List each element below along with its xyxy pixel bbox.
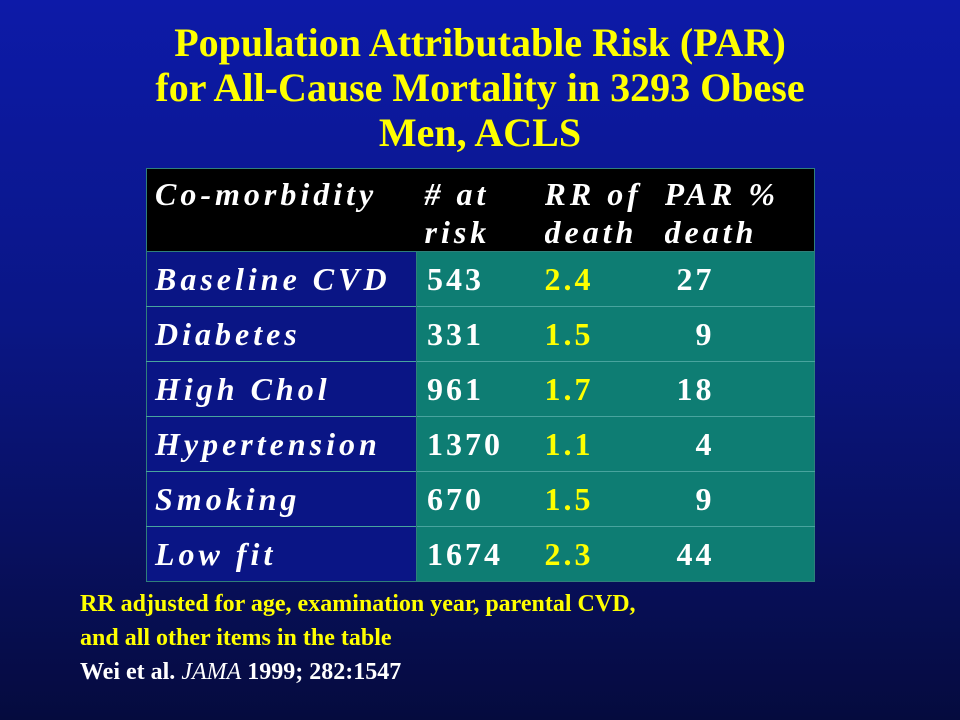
par-value: 9	[695, 315, 715, 352]
par-value: 27	[676, 260, 715, 297]
rr-value: 1.7	[544, 361, 665, 417]
footnote: RR adjusted for age, examination year, p…	[80, 587, 900, 689]
at-risk-value: 543	[416, 251, 545, 307]
table-row: Smoking 670 1.5 9	[146, 471, 815, 527]
rr-value: 2.3	[544, 526, 665, 582]
par-cell: 4	[664, 416, 815, 472]
par-table: Co-morbidity # at risk RR of death PAR %…	[146, 168, 815, 582]
header-rr-of-death: RR of death	[544, 168, 665, 252]
par-value: 9	[695, 480, 715, 517]
rr-value: 2.4	[544, 251, 665, 307]
citation-author: Wei et al.	[80, 659, 182, 685]
row-label: Low fit	[146, 526, 417, 582]
header-comorbidity: Co-morbidity	[146, 168, 417, 252]
row-label: Diabetes	[146, 306, 417, 362]
par-cell: 27	[664, 251, 815, 307]
par-cell: 44	[664, 526, 815, 582]
footnote-line-1: RR adjusted for age, examination year, p…	[80, 591, 636, 617]
at-risk-value: 331	[416, 306, 545, 362]
at-risk-value: 670	[416, 471, 545, 527]
table-row: Hypertension 1370 1.1 4	[146, 416, 815, 472]
title-line-3: Men, ACLS	[378, 110, 582, 155]
table-row: Low fit 1674 2.3 44	[146, 526, 815, 582]
header-at-risk: # at risk	[416, 168, 545, 252]
row-label: Smoking	[146, 471, 417, 527]
row-label: Hypertension	[146, 416, 417, 472]
title-line-2: for All-Cause Mortality in 3293 Obese	[155, 65, 805, 110]
par-cell: 9	[664, 306, 815, 362]
citation-journal: JAMA	[181, 659, 242, 685]
citation-details: 1999; 282:1547	[241, 659, 402, 685]
at-risk-value: 1674	[416, 526, 545, 582]
par-cell: 9	[664, 471, 815, 527]
par-value: 18	[676, 370, 715, 407]
header-par-death: PAR % death	[664, 168, 815, 252]
rr-value: 1.5	[544, 471, 665, 527]
par-value: 44	[676, 535, 715, 572]
table-row: High Chol 961 1.7 18	[146, 361, 815, 417]
row-label: Baseline CVD	[146, 251, 417, 307]
title-line-1: Population Attributable Risk (PAR)	[174, 20, 786, 65]
footnote-line-2: and all other items in the table	[80, 625, 392, 651]
slide-title: Population Attributable Risk (PAR) for A…	[60, 20, 900, 155]
rr-value: 1.5	[544, 306, 665, 362]
table-header-row: Co-morbidity # at risk RR of death PAR %…	[146, 168, 815, 252]
table-row: Diabetes 331 1.5 9	[146, 306, 815, 362]
table-row: Baseline CVD 543 2.4 27	[146, 251, 815, 307]
par-value: 4	[695, 425, 715, 462]
citation: Wei et al. JAMA 1999; 282:1547	[80, 655, 900, 689]
at-risk-value: 961	[416, 361, 545, 417]
at-risk-value: 1370	[416, 416, 545, 472]
par-cell: 18	[664, 361, 815, 417]
row-label: High Chol	[146, 361, 417, 417]
rr-value: 1.1	[544, 416, 665, 472]
